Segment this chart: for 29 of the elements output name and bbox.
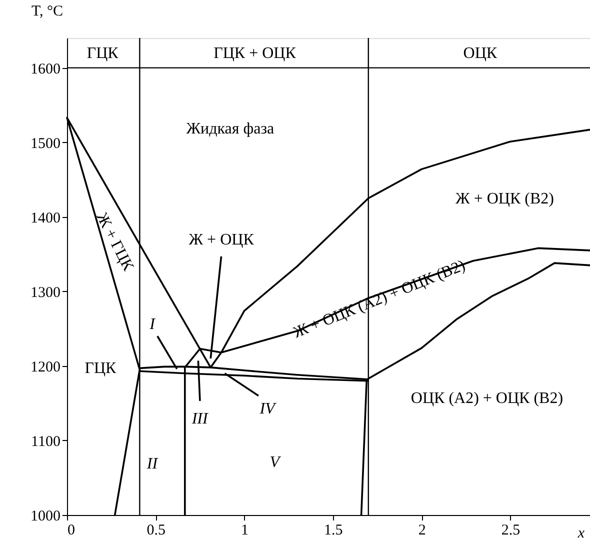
y-tick-label: 1600 [30, 61, 60, 78]
y-tick-label: 1300 [30, 284, 60, 301]
annotation: Ж + ОЦК [188, 231, 254, 248]
annotation: III [190, 410, 209, 428]
annotation: V [270, 454, 282, 472]
annotation: ГЦК + ОЦК [214, 44, 296, 62]
annotation: Ж + ГЦК [92, 210, 137, 274]
y-tick-label: 1200 [30, 359, 60, 376]
annotation: ОЦК (A2) + ОЦК (B2) [410, 390, 564, 408]
x-axis-title: x [576, 526, 585, 542]
y-tick-label: 1000 [30, 508, 60, 524]
y-tick-label: 1100 [31, 434, 60, 450]
x-tick-label: 1.5 [324, 522, 343, 538]
x-tick-label: 1 [241, 522, 249, 538]
x-tick-label: 0 [68, 522, 75, 538]
annotation: ГЦК [86, 44, 119, 62]
annotation: Жидкая фаза [186, 120, 274, 138]
x-tick-label: 2 [418, 522, 426, 538]
annotation: II [146, 455, 158, 472]
y-axis-title: T, °C [32, 4, 64, 20]
annotation: I [148, 316, 156, 334]
y-tick-label: 1400 [30, 210, 60, 226]
x-tick-label: 2.5 [501, 522, 520, 538]
annotation: IV [258, 400, 278, 418]
annotation: Ж + ОЦК (B2) [456, 190, 554, 208]
annotation: ОЦК [463, 44, 498, 62]
annotation: ГЦК [84, 360, 117, 378]
x-tick-label: 0.5 [146, 522, 166, 538]
y-tick-label: 1500 [30, 136, 60, 152]
